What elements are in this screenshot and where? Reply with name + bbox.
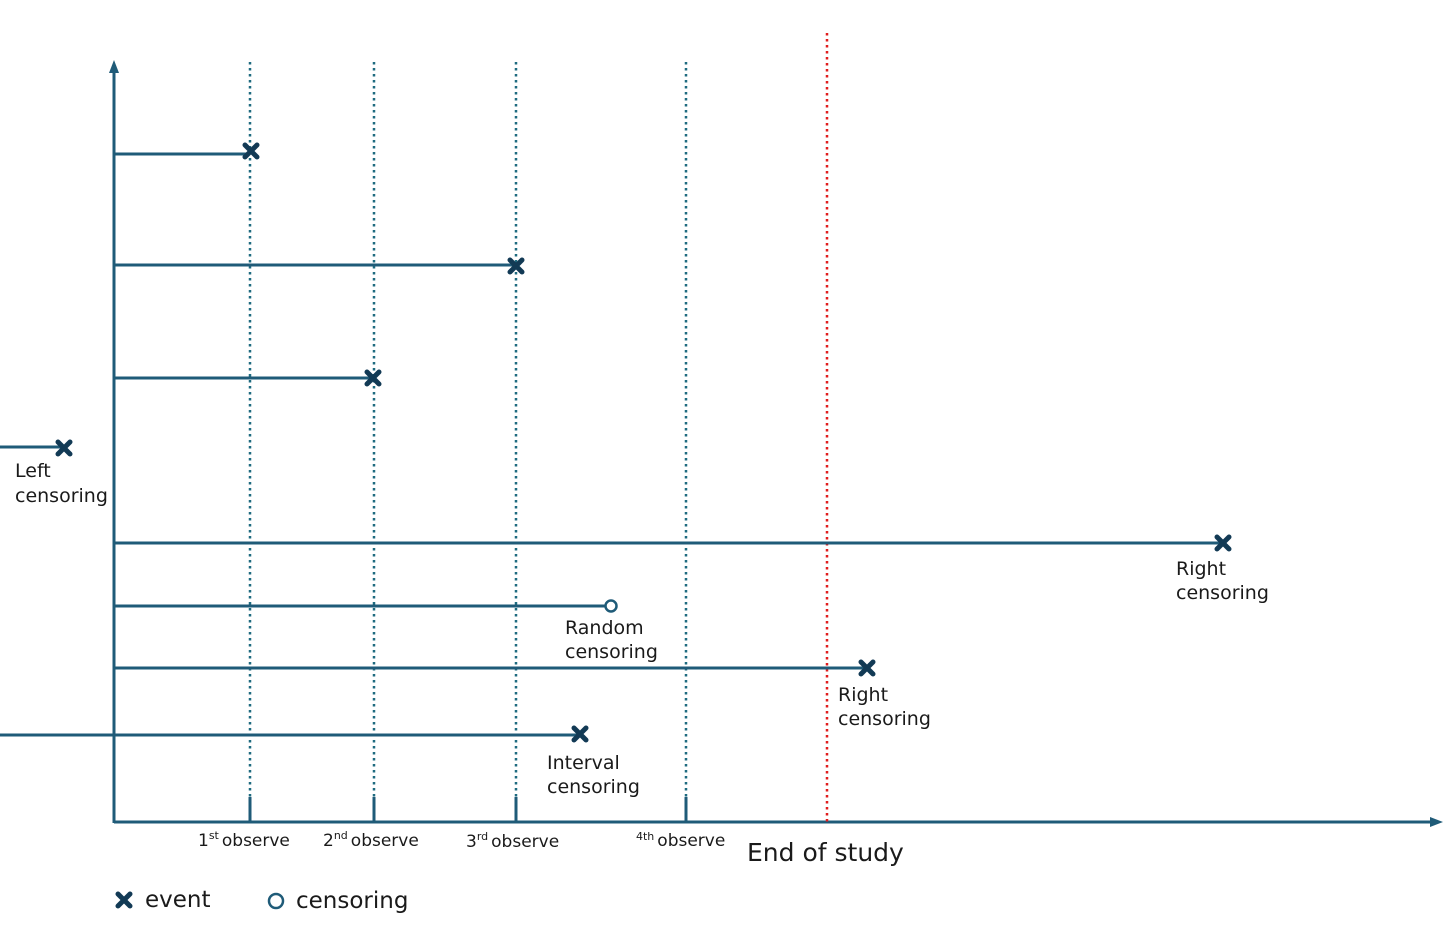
legend: event censoring xyxy=(115,887,408,914)
interval-censoring-label: Interval xyxy=(547,752,620,774)
left-censoring-label: censoring xyxy=(15,485,108,507)
observe-label-3: 3rd observe xyxy=(466,830,559,852)
observation-ticks xyxy=(248,797,688,822)
markers xyxy=(55,142,1232,743)
event-marker xyxy=(55,439,73,457)
right-censoring-label-2: censoring xyxy=(838,708,931,730)
right-censoring-label-1: Right xyxy=(1176,558,1226,580)
event-marker xyxy=(858,659,876,677)
x-axis-arrow-icon xyxy=(1430,817,1443,827)
legend-censoring-label: censoring xyxy=(296,888,408,914)
event-marker xyxy=(242,142,260,160)
event-marker xyxy=(364,369,382,387)
observe-label-1: 1st observe xyxy=(198,829,290,851)
axes xyxy=(109,60,1443,827)
annotations: Left censoring Right censoring Random ce… xyxy=(15,460,1269,798)
event-marker xyxy=(571,725,589,743)
circle-icon xyxy=(267,892,285,910)
subject-lines xyxy=(0,152,1223,737)
random-censoring-label: censoring xyxy=(565,641,658,663)
event-marker xyxy=(507,257,525,275)
observe-label-2: 2nd observe xyxy=(323,829,419,851)
random-censoring-label: Random xyxy=(565,617,644,639)
left-censoring-label: Left xyxy=(15,460,51,482)
right-censoring-label-1: censoring xyxy=(1176,582,1269,604)
right-censoring-label-2: Right xyxy=(838,684,888,706)
x-mark-icon xyxy=(115,891,133,909)
observation-labels: 1st observe 2nd observe 3rd observe 4th obse… xyxy=(198,829,725,852)
interval-censoring-label: censoring xyxy=(547,776,640,798)
end-of-study-label: End of study xyxy=(747,838,904,867)
censoring-marker xyxy=(604,599,618,613)
y-axis-arrow-icon xyxy=(109,60,119,73)
observation-lines xyxy=(248,62,688,822)
observe-label-4: 4th observe xyxy=(636,830,725,851)
legend-event-label: event xyxy=(145,887,211,913)
event-marker xyxy=(1214,534,1232,552)
